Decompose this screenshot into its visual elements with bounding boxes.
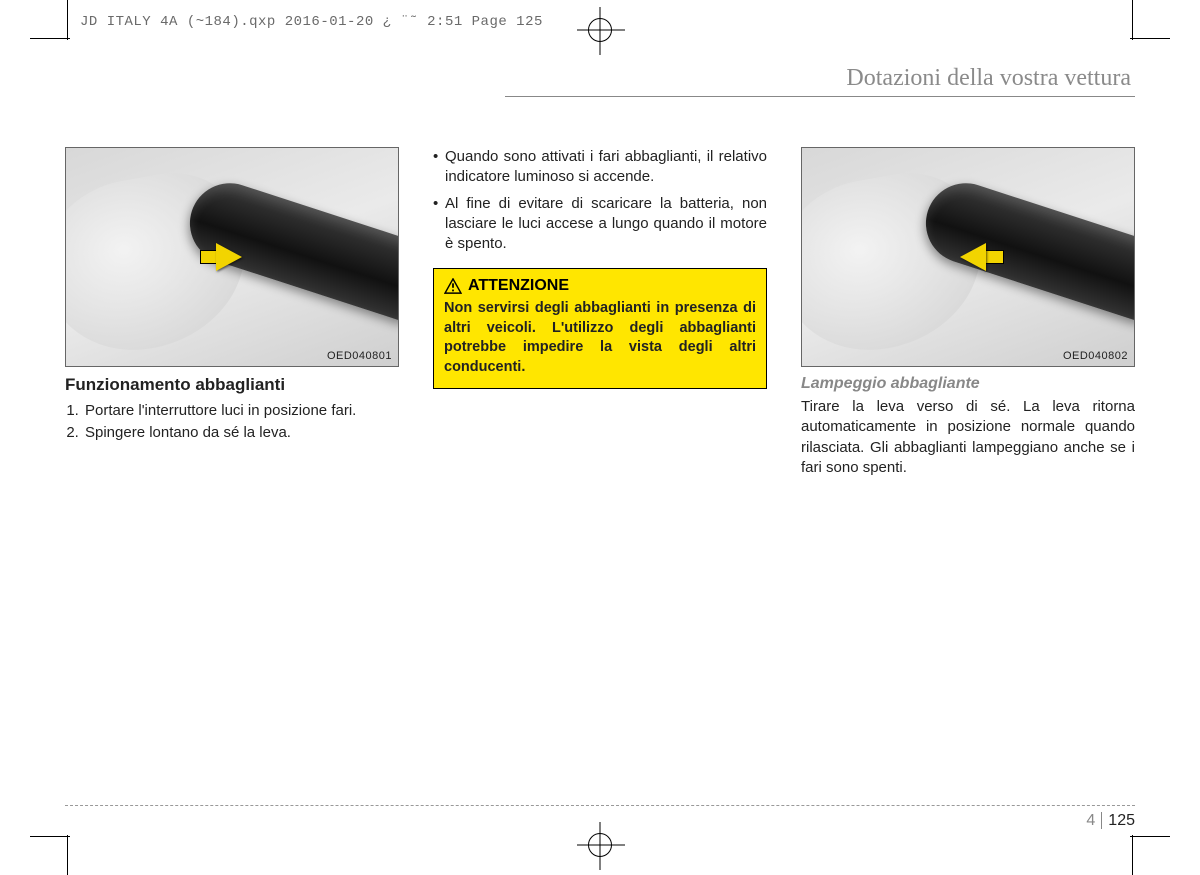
page-number-value: 125 — [1108, 812, 1135, 829]
pull-arrow-icon — [960, 243, 986, 271]
chapter-number: 4 — [1086, 812, 1102, 829]
column-3: OED040802 Lampeggio abbagliante Tirare l… — [801, 147, 1135, 478]
column-2: Quando sono attivati i fari abbaglianti,… — [433, 147, 767, 478]
page-content: Dotazioni della vostra vettura OED040801… — [65, 65, 1135, 835]
heading-high-beam-flash: Lampeggio abbagliante — [801, 375, 1135, 393]
crop-mark — [30, 38, 70, 39]
figure-caption: OED040801 — [327, 350, 392, 362]
header-rule — [505, 96, 1135, 97]
figure-stalk-pull: OED040802 — [801, 147, 1135, 367]
page-number: 4 125 — [1086, 812, 1135, 830]
registration-mark — [588, 18, 612, 42]
heading-high-beam-operation: Funzionamento abbaglianti — [65, 375, 399, 395]
operation-steps: Portare l'interruttore luci in posizione… — [65, 401, 399, 444]
registration-mark — [588, 833, 612, 857]
flash-description: Tirare la leva verso di sé. La leva rito… — [801, 397, 1135, 478]
crop-mark — [1132, 0, 1133, 40]
crop-mark — [1130, 836, 1170, 837]
crop-mark — [67, 0, 68, 40]
warning-box: ATTENZIONE Non servirsi degli abbagliant… — [433, 268, 767, 388]
warning-title: ATTENZIONE — [444, 277, 756, 295]
figure-stalk-push: OED040801 — [65, 147, 399, 367]
file-metadata: JD ITALY 4A (~184).qxp 2016-01-20 ¿ ¨˜ 2… — [80, 14, 543, 30]
note-indicator: Quando sono attivati i fari abbaglianti,… — [445, 147, 767, 188]
push-arrow-icon — [216, 243, 242, 271]
content-columns: OED040801 Funzionamento abbaglianti Port… — [65, 147, 1135, 478]
column-1: OED040801 Funzionamento abbaglianti Port… — [65, 147, 399, 478]
crop-mark — [67, 835, 68, 875]
note-battery: Al fine di evitare di scaricare la batte… — [445, 194, 767, 255]
figure-caption: OED040802 — [1063, 350, 1128, 362]
crop-mark — [1130, 38, 1170, 39]
arrow-tail — [984, 250, 1004, 264]
crop-mark — [30, 836, 70, 837]
notes-list: Quando sono attivati i fari abbaglianti,… — [433, 147, 767, 254]
step-1: Portare l'interruttore luci in posizione… — [83, 401, 399, 421]
step-2: Spingere lontano da sé la leva. — [83, 423, 399, 443]
crop-mark — [1132, 835, 1133, 875]
warning-title-text: ATTENZIONE — [468, 277, 569, 295]
page-footer: 4 125 — [65, 805, 1135, 835]
warning-body: Non servirsi degli abbaglianti in presen… — [444, 299, 756, 377]
warning-icon — [444, 278, 462, 294]
section-title: Dotazioni della vostra vettura — [65, 65, 1135, 92]
